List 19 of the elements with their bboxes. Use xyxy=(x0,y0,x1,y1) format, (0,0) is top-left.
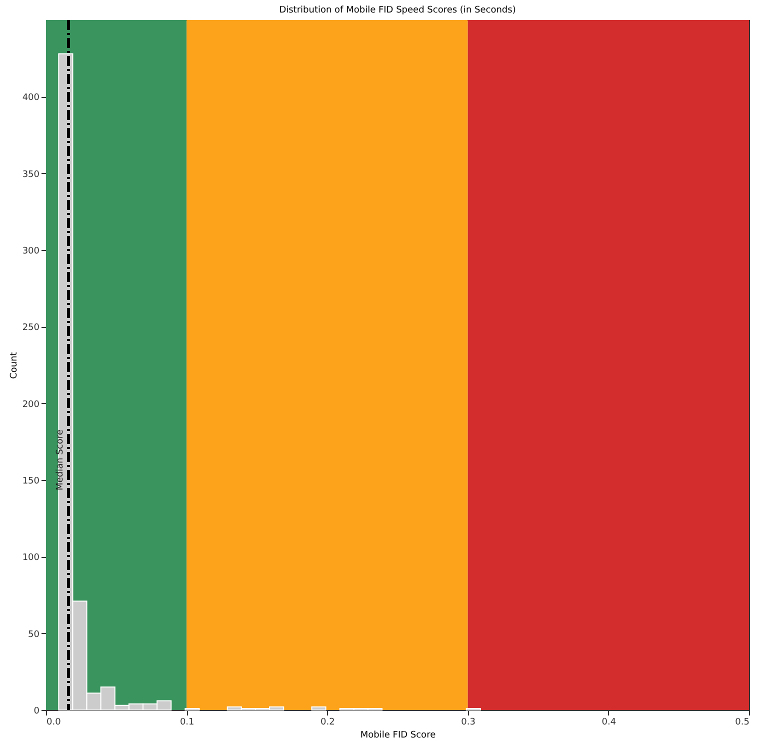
y-tick-label: 100 xyxy=(22,553,40,564)
ref-line-label: Median Score xyxy=(55,429,66,490)
y-axis-title: Count xyxy=(9,352,20,379)
x-tick-label: 0.4 xyxy=(602,718,616,728)
y-tick-label: 200 xyxy=(22,400,40,410)
y-tick-label: 150 xyxy=(22,476,40,486)
y-tick-label: 250 xyxy=(22,323,40,334)
y-tick-label: 300 xyxy=(22,246,40,256)
x-tick-label: 0.2 xyxy=(320,718,335,728)
y-tick-label: 400 xyxy=(22,93,40,104)
x-tick-label: 0.3 xyxy=(461,718,476,728)
chart-title: Distribution of Mobile FID Speed Scores (in Seconds) xyxy=(279,6,516,16)
y-tick-label: 0 xyxy=(34,706,40,716)
x-tick-label: 0.5 xyxy=(735,718,750,728)
x-tick-label: 0.1 xyxy=(180,718,194,728)
y-tick-label: 350 xyxy=(22,170,40,180)
x-tick-label: 0.0 xyxy=(46,718,62,728)
y-tick-label: 50 xyxy=(28,630,40,640)
x-axis-title: Mobile FID Score xyxy=(360,730,436,740)
